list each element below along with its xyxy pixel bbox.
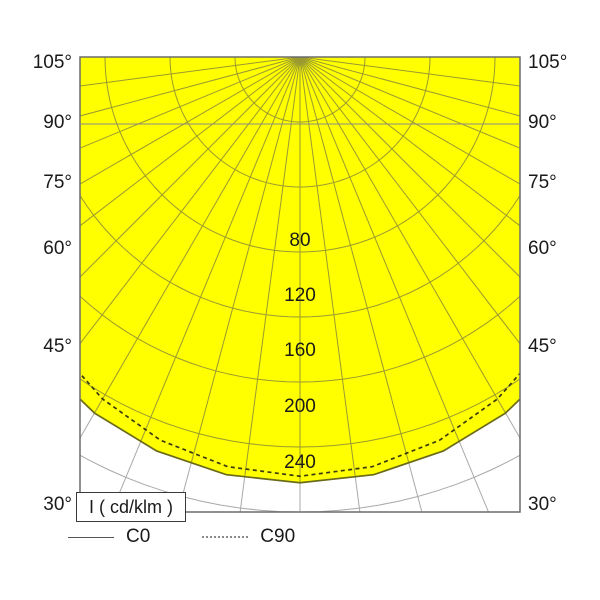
axis-label-right-75: 75° xyxy=(528,172,557,193)
intensity-unit-box: I ( cd/klm ) xyxy=(76,492,186,522)
legend-entry-c90: C90 xyxy=(202,526,295,548)
axis-label-left-90: 90° xyxy=(43,112,72,133)
legend: C0 C90 xyxy=(68,526,295,548)
axis-label-right-105: 105° xyxy=(528,52,568,73)
radial-label-80: 80 xyxy=(289,230,311,251)
radial-label-160: 160 xyxy=(284,340,316,361)
radial-label-200: 200 xyxy=(284,396,316,417)
axis-label-left-30: 30° xyxy=(43,494,72,515)
axis-label-left-75: 75° xyxy=(43,172,72,193)
axis-label-left-105: 105° xyxy=(32,52,72,73)
plot-frame xyxy=(79,56,521,513)
axis-label-left-45: 45° xyxy=(43,336,72,357)
axis-label-right-90: 90° xyxy=(528,112,557,133)
axis-label-right-30: 30° xyxy=(528,494,557,515)
legend-label-c0: C0 xyxy=(126,526,151,547)
legend-line-solid-icon xyxy=(68,536,114,538)
axis-label-right-60: 60° xyxy=(528,238,557,259)
curve-c0 xyxy=(80,57,520,484)
radial-label-240: 240 xyxy=(284,452,316,473)
axis-label-right-45: 45° xyxy=(528,336,557,357)
legend-entry-c0: C0 xyxy=(68,526,150,548)
axis-label-left-60: 60° xyxy=(43,238,72,259)
legend-label-c90: C90 xyxy=(260,526,296,547)
legend-line-dotted-icon xyxy=(202,536,249,538)
curve-c90 xyxy=(80,57,520,478)
distribution-group xyxy=(80,57,520,484)
radial-label-120: 120 xyxy=(284,285,316,306)
